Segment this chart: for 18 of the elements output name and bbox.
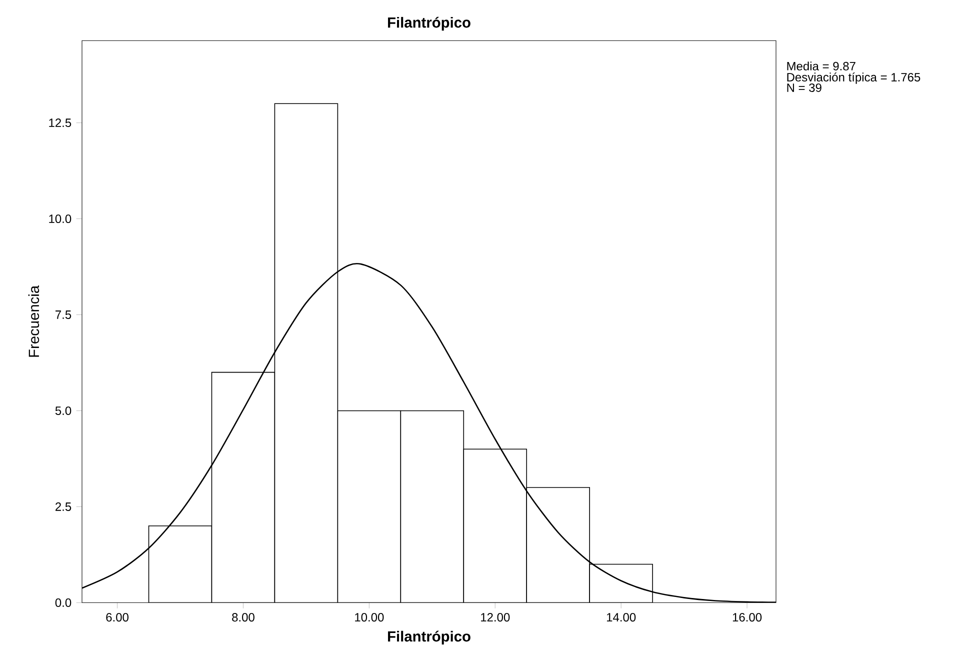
x-tick-label: 14.00 bbox=[606, 613, 636, 622]
y-tick-label: 12.5 bbox=[49, 118, 72, 128]
x-tick-label: 16.00 bbox=[732, 613, 762, 622]
x-tick-label: 10.00 bbox=[355, 613, 384, 622]
y-tick-label: 10.0 bbox=[49, 214, 72, 224]
text: Media = 9.87 bbox=[787, 62, 856, 71]
y-tick-label: 2.5 bbox=[56, 502, 72, 512]
text: N = 39 bbox=[787, 84, 822, 92]
y-tick-label: 0.0 bbox=[55, 598, 72, 608]
x-tick-label: 12.00 bbox=[481, 613, 510, 622]
y-tick-label: 7.5 bbox=[56, 310, 72, 320]
x-tick-label: 6.00 bbox=[106, 613, 128, 622]
text: Desviación típica = 1.765 bbox=[787, 72, 920, 84]
y-tick-label: 5.0 bbox=[55, 406, 72, 416]
x-axis-title: Filantrópico bbox=[388, 630, 470, 645]
chart-title: Filantrópico bbox=[388, 16, 470, 31]
x-tick-label: 8.00 bbox=[232, 613, 254, 622]
y-axis-title: Frecuencia bbox=[28, 286, 40, 357]
